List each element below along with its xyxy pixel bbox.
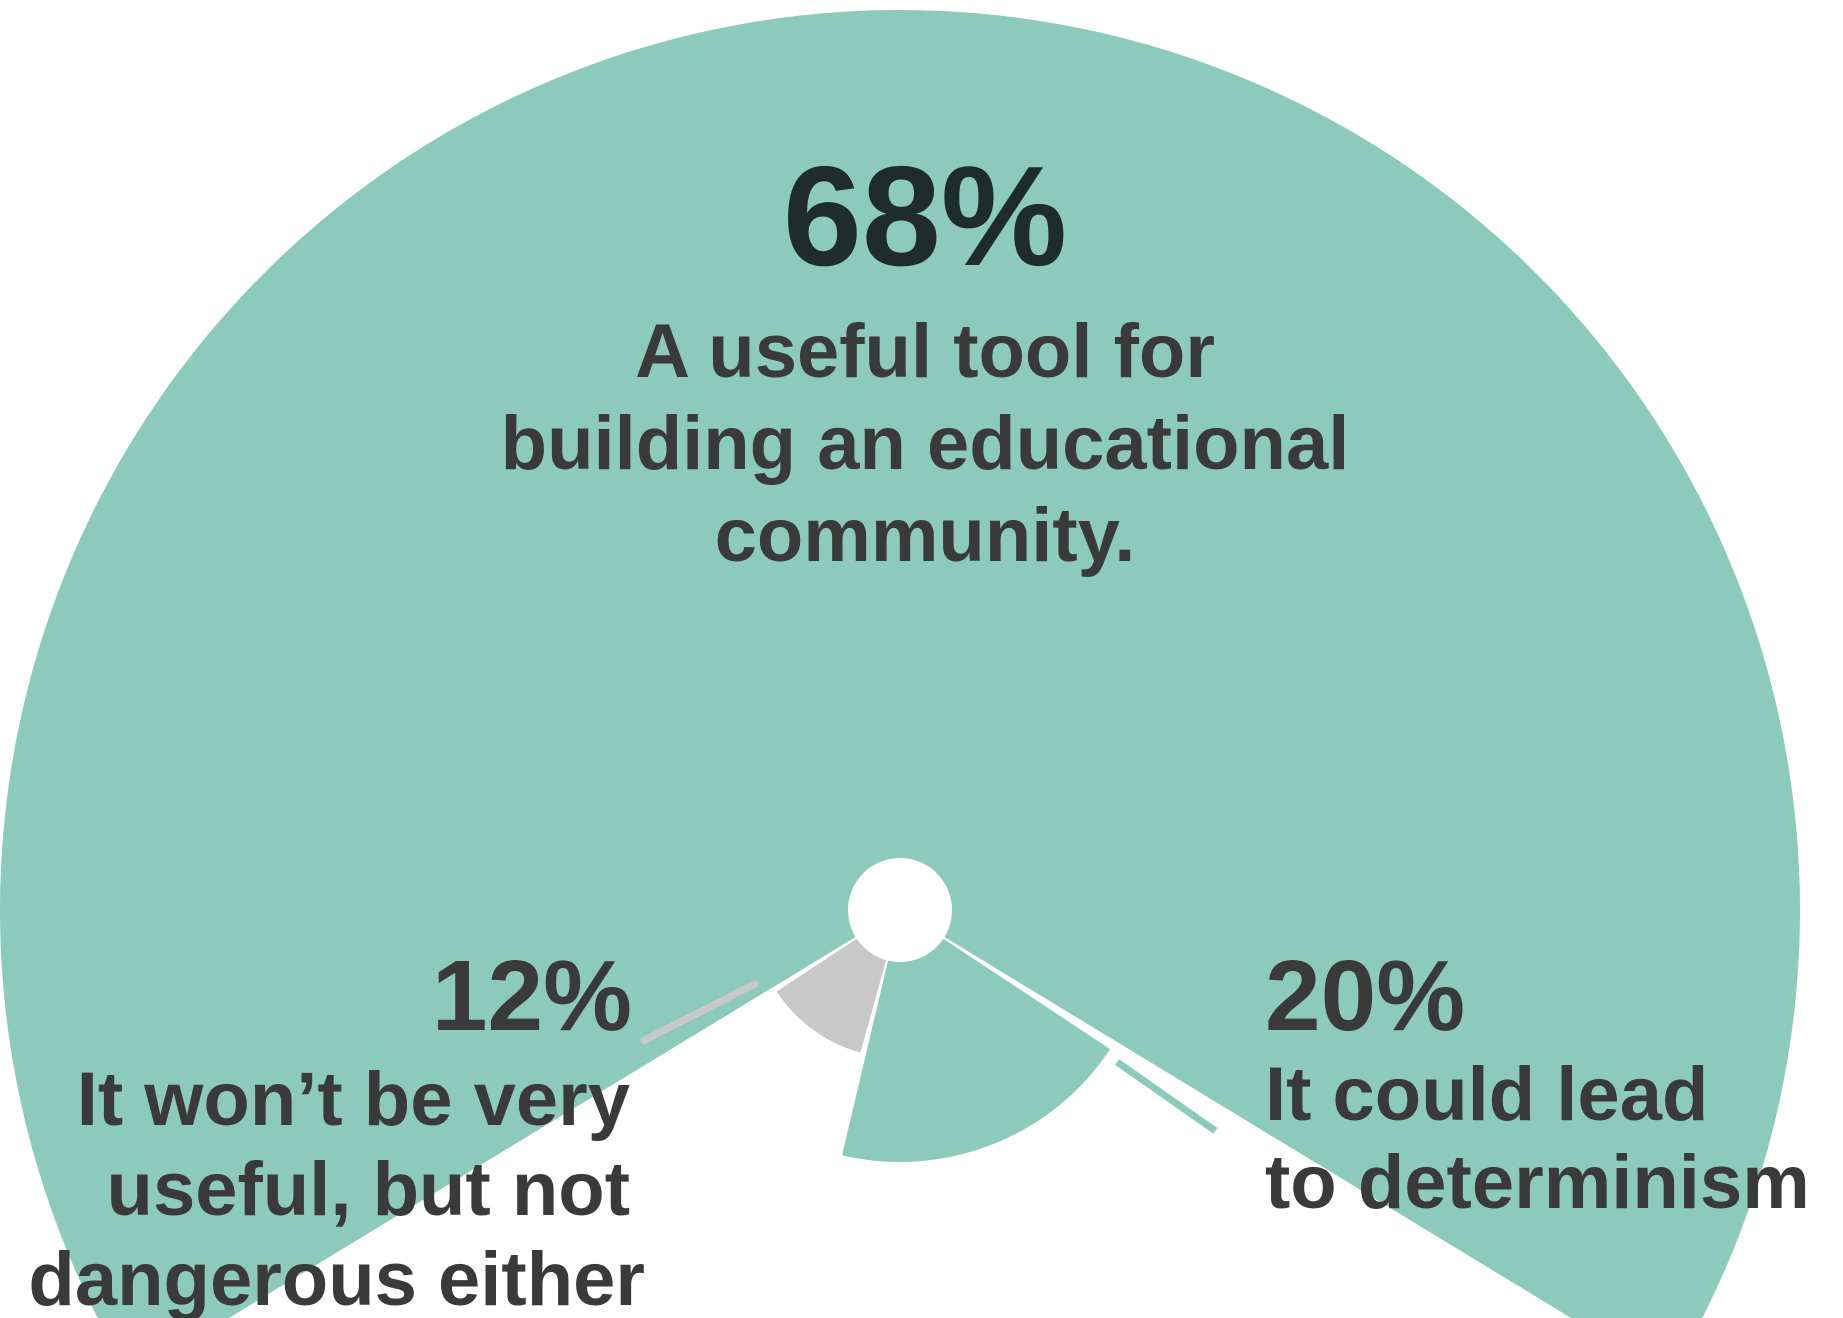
slice-value-68: 68% (783, 137, 1067, 296)
center-hole (848, 858, 952, 962)
slice-text-68-line-1: A useful tool for (635, 309, 1215, 394)
slice-text-12-line-2: useful, but not (107, 1147, 630, 1232)
slice-text-68-line-3: community. (715, 493, 1136, 578)
slices-layer (0, 10, 1800, 1318)
slice-text-20-line-1: It could lead (1265, 1052, 1708, 1137)
leader-line-20 (1115, 1059, 1218, 1134)
leader-line-12 (640, 979, 760, 1045)
slice-text-12-line-1: It won’t be very (77, 1057, 630, 1142)
slice-text-20-line-2: to determinism (1265, 1140, 1810, 1225)
slice-text-12-line-3: dangerous either (28, 1237, 645, 1318)
pie-slice-20 (842, 910, 1111, 1163)
slice-value-12: 12% (432, 940, 632, 1052)
pie-slice-68 (0, 10, 1800, 1318)
slice-text-68-line-2: building an educational (501, 401, 1350, 486)
slice-value-20: 20% (1265, 940, 1465, 1052)
